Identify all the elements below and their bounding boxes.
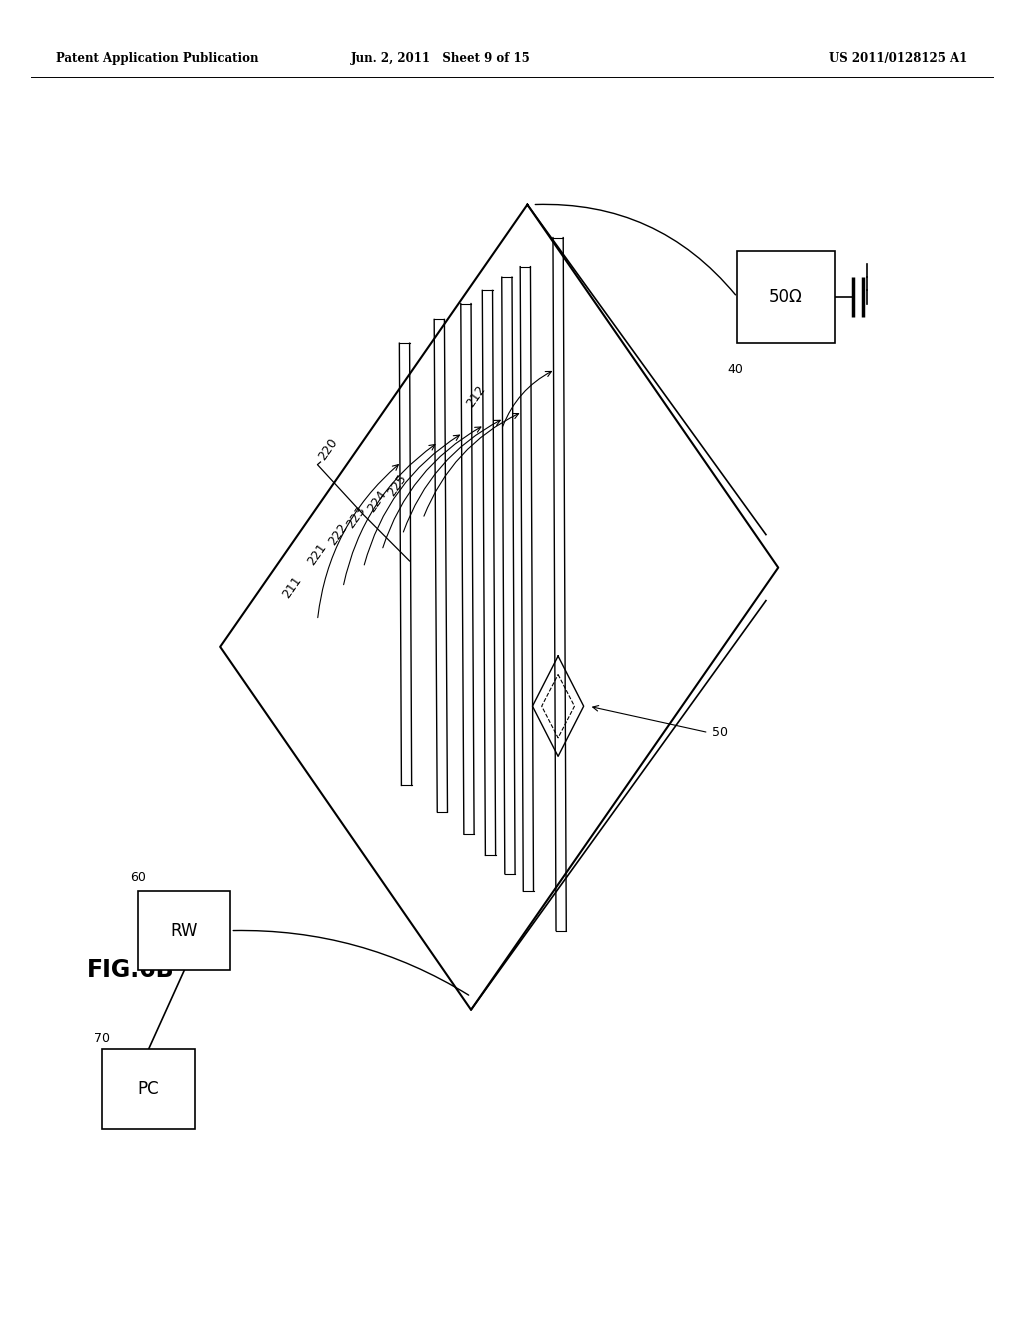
Text: US 2011/0128125 A1: US 2011/0128125 A1 [829,51,968,65]
Text: 50Ω: 50Ω [769,288,803,306]
Text: 225: 225 [385,473,410,499]
FancyBboxPatch shape [102,1049,195,1129]
Text: RW: RW [171,921,198,940]
Text: 50: 50 [712,726,728,739]
Text: 211: 211 [280,574,304,601]
Text: Patent Application Publication: Patent Application Publication [56,51,259,65]
Text: 221: 221 [305,541,330,568]
Text: 40: 40 [727,363,743,376]
Text: FIG.6B: FIG.6B [87,958,175,982]
Text: 223: 223 [344,504,369,531]
Text: 222: 222 [326,521,350,548]
Text: PC: PC [137,1080,160,1098]
Text: 224: 224 [365,488,389,515]
Text: 70: 70 [94,1032,111,1045]
FancyBboxPatch shape [138,891,230,970]
Text: 220: 220 [315,436,340,462]
Text: 60: 60 [130,871,146,884]
Text: Jun. 2, 2011   Sheet 9 of 15: Jun. 2, 2011 Sheet 9 of 15 [350,51,530,65]
Text: 212: 212 [464,383,488,409]
FancyBboxPatch shape [737,251,835,343]
